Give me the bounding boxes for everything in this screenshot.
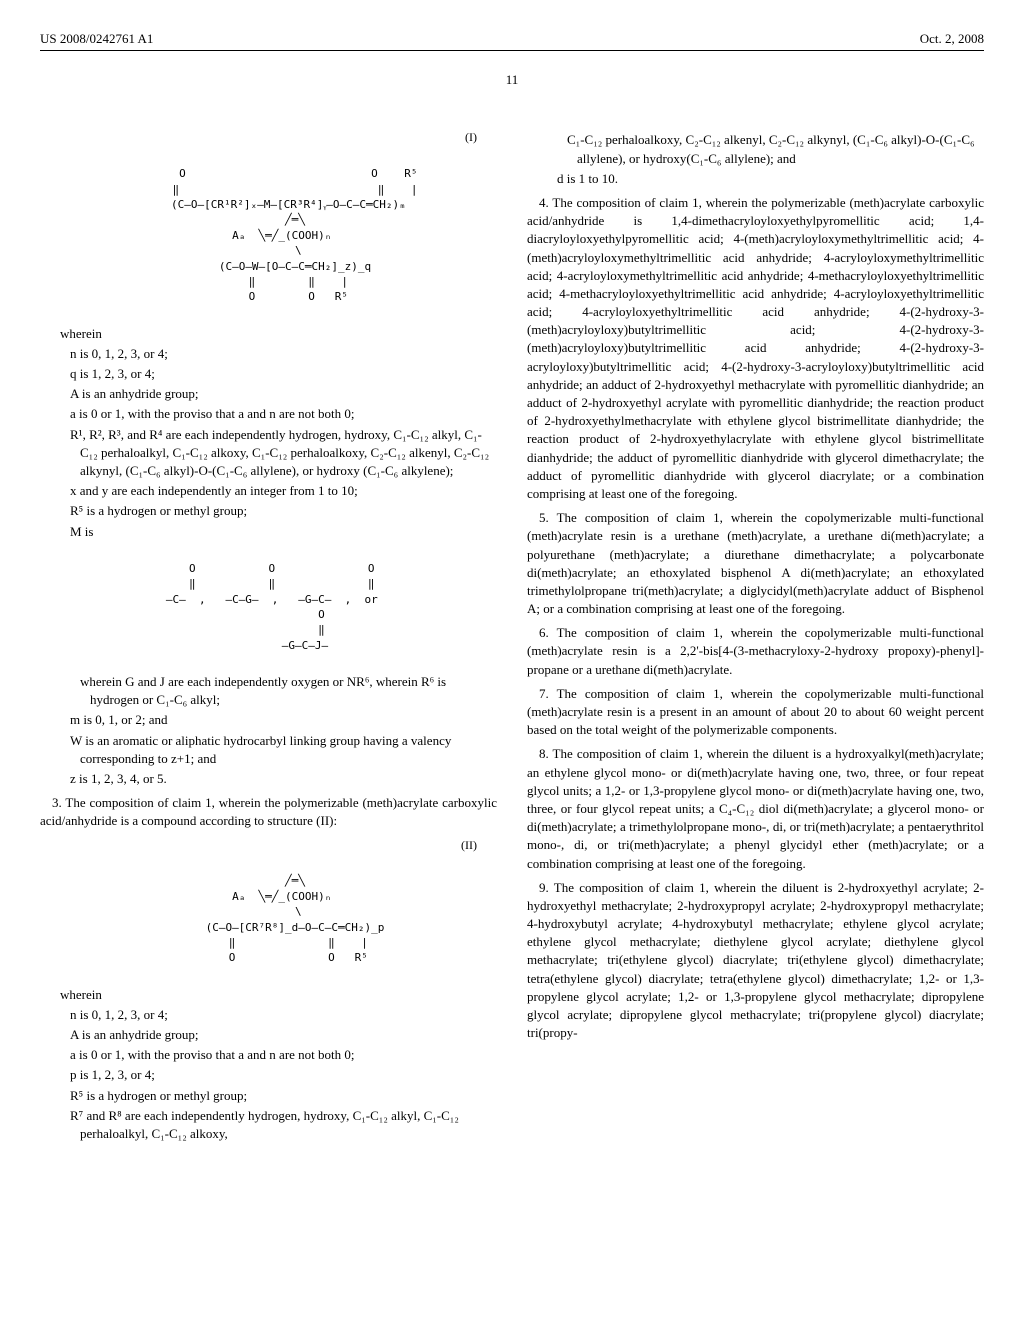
def-R78: R⁷ and R⁸ are each independently hydroge…	[60, 1107, 497, 1143]
formula-I-label: (I)	[40, 129, 477, 146]
def-M: M is	[60, 523, 497, 541]
def-R78-cont: C₁-C₁₂ perhaloalkoxy, C₂-C₁₂ alkenyl, C₂…	[547, 131, 984, 167]
claim-9: 9. The composition of claim 1, wherein t…	[527, 879, 984, 1043]
def-R5: R⁵ is a hydrogen or methyl group;	[60, 502, 497, 520]
claim-8: 8. The composition of claim 1, wherein t…	[527, 745, 984, 872]
def-z: z is 1, 2, 3, 4, or 5.	[60, 770, 497, 788]
def-m: m is 0, 1, or 2; and	[60, 711, 497, 729]
wherein-block-M: wherein G and J are each independently o…	[40, 673, 497, 788]
chemical-structure-II: ╱═╲ Aₐ ╲═╱_(COOH)ₙ \ (C—O—[CR⁷R⁸]_d—O—C—…	[40, 873, 497, 965]
def-d: d is 1 to 10.	[547, 170, 984, 188]
claim-5: 5. The composition of claim 1, wherein t…	[527, 509, 984, 618]
claim-3-intro: 3. The composition of claim 1, wherein t…	[40, 794, 497, 830]
def-p-II: p is 1, 2, 3, or 4;	[60, 1066, 497, 1084]
wherein-block-II: wherein n is 0, 1, 2, 3, or 4; A is an a…	[40, 986, 497, 1144]
def-a-II: a is 0 or 1, with the proviso that a and…	[60, 1046, 497, 1064]
right-column: C₁-C₁₂ perhaloalkoxy, C₂-C₁₂ alkenyl, C₂…	[527, 129, 984, 1145]
formula-II-label: (II)	[40, 837, 477, 854]
def-n: n is 0, 1, 2, 3, or 4;	[60, 345, 497, 363]
left-column: (I) O O R⁵ ‖ ‖ | (C—O—[CR¹R²]ₓ—M—[CR³R⁴]…	[40, 129, 497, 1145]
wherein-label: wherein	[60, 325, 497, 343]
patent-id: US 2008/0242761 A1	[40, 30, 153, 48]
def-R5-II: R⁵ is a hydrogen or methyl group;	[60, 1087, 497, 1105]
page-number: 11	[40, 71, 984, 89]
continuation-block: C₁-C₁₂ perhaloalkoxy, C₂-C₁₂ alkenyl, C₂…	[527, 131, 984, 188]
def-n-II: n is 0, 1, 2, 3, or 4;	[60, 1006, 497, 1024]
wherein-block-I: wherein n is 0, 1, 2, 3, or 4; q is 1, 2…	[40, 325, 497, 541]
claim-6: 6. The composition of claim 1, wherein t…	[527, 624, 984, 679]
def-GJ: wherein G and J are each independently o…	[60, 673, 497, 709]
claim-4: 4. The composition of claim 1, wherein t…	[527, 194, 984, 503]
def-A-II: A is an anhydride group;	[60, 1026, 497, 1044]
chemical-structure-M: O O O ‖ ‖ ‖ —C— , —C—G— , —G—C— , or O ‖…	[40, 561, 497, 653]
def-W: W is an aromatic or aliphatic hydrocarby…	[60, 732, 497, 768]
def-A: A is an anhydride group;	[60, 385, 497, 403]
def-a: a is 0 or 1, with the proviso that a and…	[60, 405, 497, 423]
claim-7: 7. The composition of claim 1, wherein t…	[527, 685, 984, 740]
def-q: q is 1, 2, 3, or 4;	[60, 365, 497, 383]
chemical-structure-I: O O R⁵ ‖ ‖ | (C—O—[CR¹R²]ₓ—M—[CR³R⁴]ᵧ—O—…	[40, 166, 497, 305]
def-R1234: R¹, R², R³, and R⁴ are each independentl…	[60, 426, 497, 481]
patent-date: Oct. 2, 2008	[920, 30, 984, 48]
wherein-label-II: wherein	[60, 986, 497, 1004]
def-xy: x and y are each independently an intege…	[60, 482, 497, 500]
